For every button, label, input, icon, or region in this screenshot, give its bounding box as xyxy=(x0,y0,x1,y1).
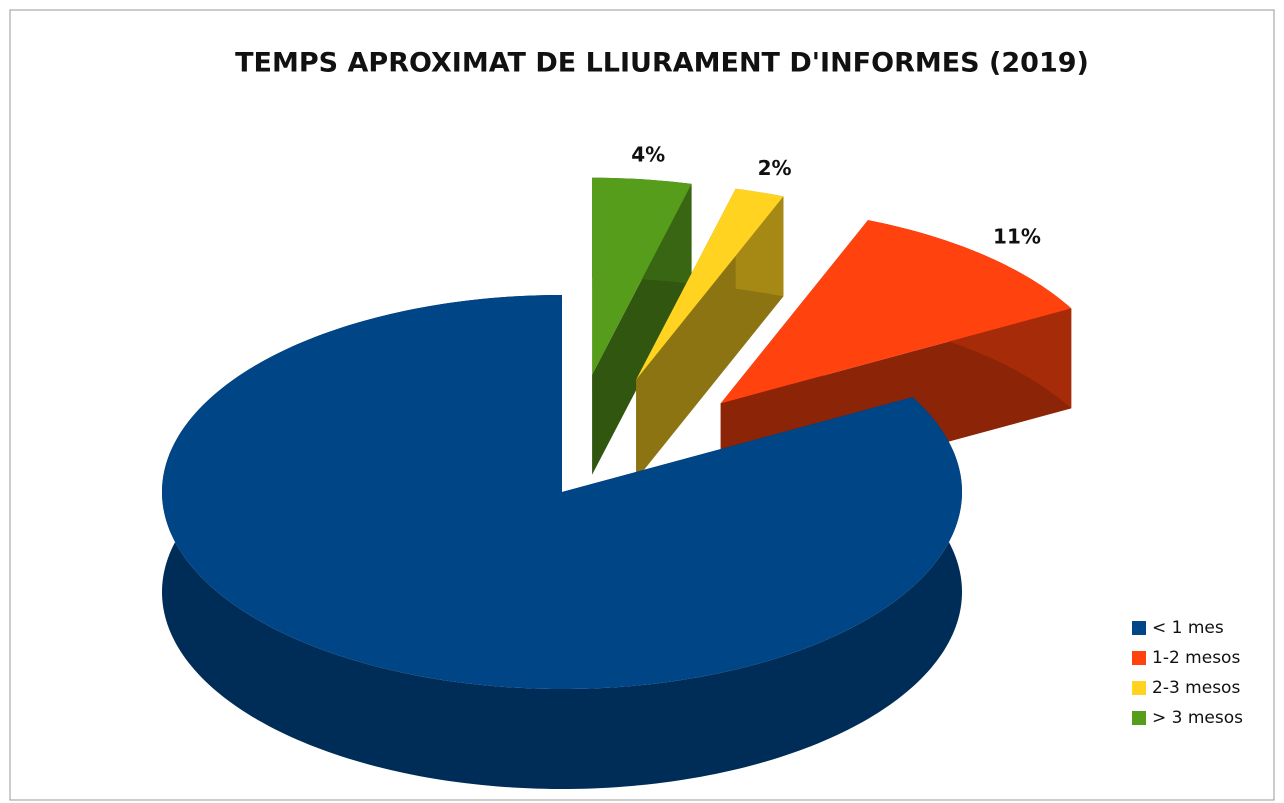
chart-title: TEMPS APROXIMAT DE LLIURAMENT D'INFORMES… xyxy=(235,48,1089,79)
legend-swatch xyxy=(1132,621,1146,635)
slice xyxy=(636,188,784,480)
legend-label: > 3 mesos xyxy=(1152,708,1243,728)
slice-top xyxy=(592,177,692,375)
data-label: 4% xyxy=(631,142,665,166)
legend-label: 2-3 mesos xyxy=(1152,678,1240,698)
slice xyxy=(592,177,692,475)
legend-swatch xyxy=(1132,681,1146,695)
data-label: 2% xyxy=(758,156,792,180)
legend-swatch xyxy=(1132,651,1146,665)
legend-label: 1-2 mesos xyxy=(1152,648,1240,668)
legend-swatch xyxy=(1132,711,1146,725)
data-label: 11% xyxy=(993,224,1041,248)
slice-top xyxy=(162,295,962,689)
slice xyxy=(162,295,962,789)
slice-top xyxy=(636,188,784,380)
legend-label: < 1 mes xyxy=(1152,618,1224,638)
slice-top xyxy=(720,220,1072,404)
